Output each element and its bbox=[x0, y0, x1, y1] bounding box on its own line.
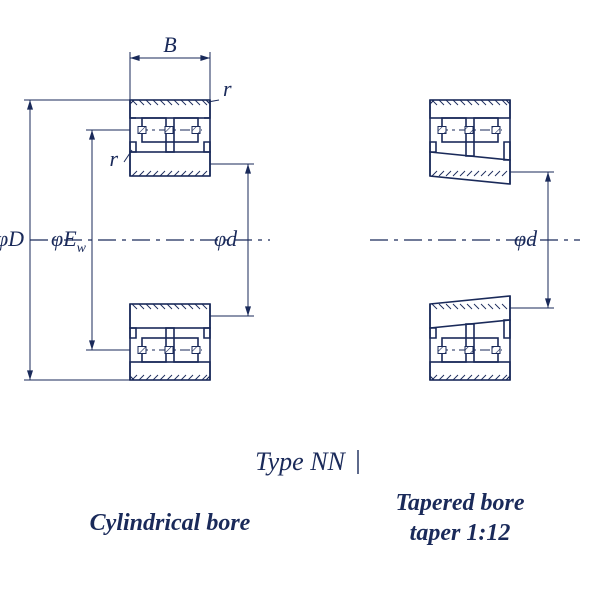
caption-tapered-1: Tapered bore bbox=[395, 490, 524, 516]
label-r-inner: r bbox=[109, 146, 118, 171]
caption-cylindrical: Cylindrical bore bbox=[90, 510, 251, 536]
label-r-outer: r bbox=[223, 76, 232, 101]
dim-phiD: φD bbox=[0, 226, 24, 251]
dim-phid-right: φd bbox=[514, 226, 538, 251]
dim-phiEw: φEw bbox=[51, 226, 87, 256]
dim-phid-left: φd bbox=[214, 226, 238, 251]
caption-tapered-2: taper 1:12 bbox=[410, 520, 511, 546]
type-label: Type NN bbox=[255, 447, 346, 476]
dim-B: B bbox=[163, 32, 176, 57]
